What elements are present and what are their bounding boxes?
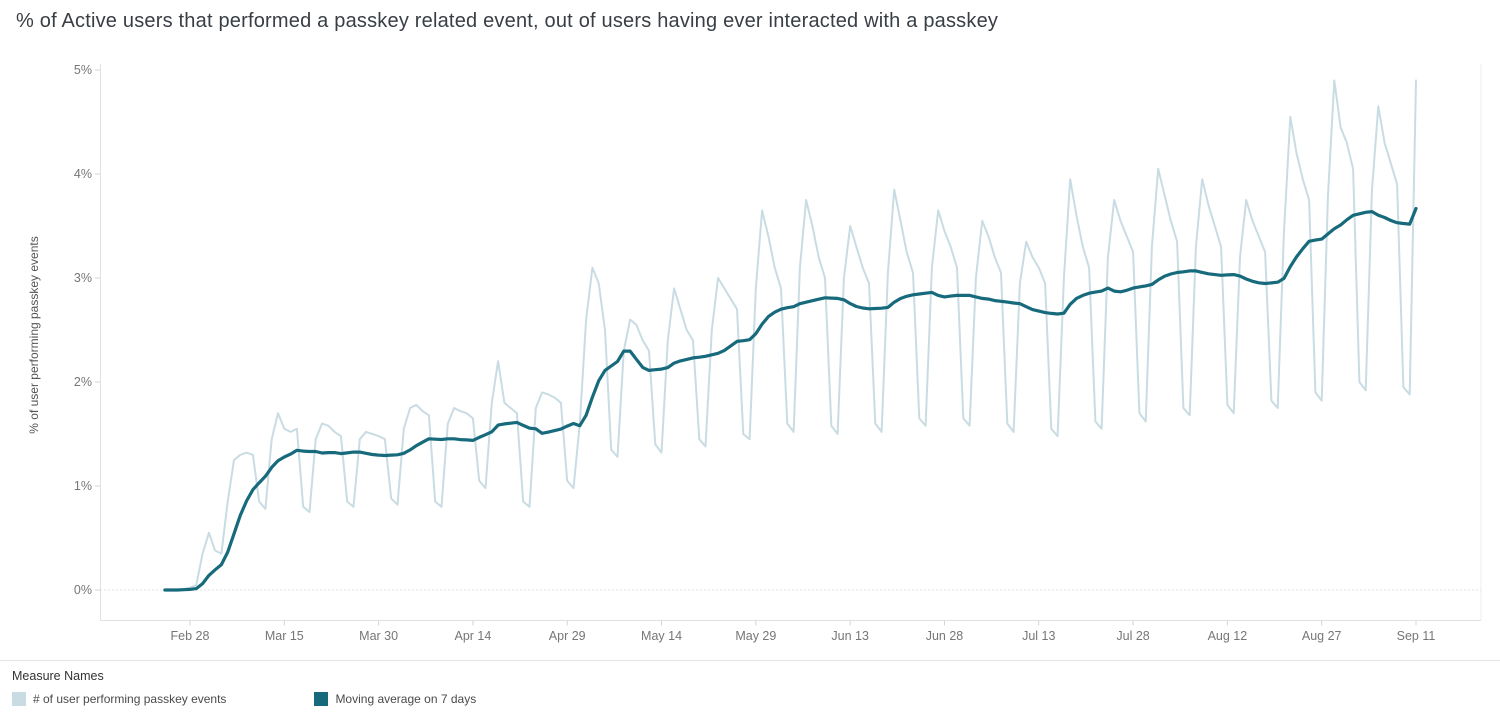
x-tick-label: Jul 28 <box>1116 629 1149 643</box>
legend-label-moving-average: Moving average on 7 days <box>335 692 477 706</box>
y-tick-label: 0% <box>74 583 92 597</box>
y-tick-label: 3% <box>74 271 92 285</box>
x-tick-label: Apr 29 <box>549 629 586 643</box>
y-tick-label: 2% <box>74 375 92 389</box>
x-tick-label: May 29 <box>735 629 776 643</box>
x-tick-label: Aug 12 <box>1208 629 1248 643</box>
x-tick-label: Mar 30 <box>359 629 398 643</box>
moving-average-line[interactable] <box>163 206 1418 592</box>
legend-row: # of user performing passkey events Movi… <box>12 692 1500 706</box>
chart-title: % of Active users that performed a passk… <box>16 10 999 32</box>
x-tick-label: Apr 14 <box>455 629 492 643</box>
x-tick-label: Jul 13 <box>1022 629 1055 643</box>
legend-swatch-ma <box>314 692 329 706</box>
legend-title: Measure Names <box>12 669 104 683</box>
y-tick-label: 5% <box>74 63 92 77</box>
y-tick-label: 1% <box>74 479 92 493</box>
x-tick-label: Aug 27 <box>1302 629 1342 643</box>
legend: Measure Names # of user performing passk… <box>0 660 1500 720</box>
legend-label-daily: # of user performing passkey events <box>33 692 227 706</box>
x-tick-label: Jun 28 <box>926 629 964 643</box>
x-tick-label: Mar 15 <box>265 629 304 643</box>
x-tick-label: Jun 13 <box>831 629 869 643</box>
daily-series-line[interactable] <box>163 79 1417 591</box>
legend-swatch-daily <box>12 692 26 706</box>
x-tick-label: Sep 11 <box>1397 629 1436 643</box>
legend-item-moving-average[interactable]: Moving average on 7 days <box>314 692 476 706</box>
x-tick-label: May 14 <box>641 629 682 643</box>
legend-item-daily[interactable]: # of user performing passkey events <box>12 692 226 706</box>
y-tick-label: 4% <box>74 167 92 181</box>
x-tick-label: Feb 28 <box>171 629 210 643</box>
line-chart: 0% 1% 2% 3% 4% 5% Feb 28 Mar 15 Mar 30 Apr 14 Apr … <box>74 63 1482 643</box>
